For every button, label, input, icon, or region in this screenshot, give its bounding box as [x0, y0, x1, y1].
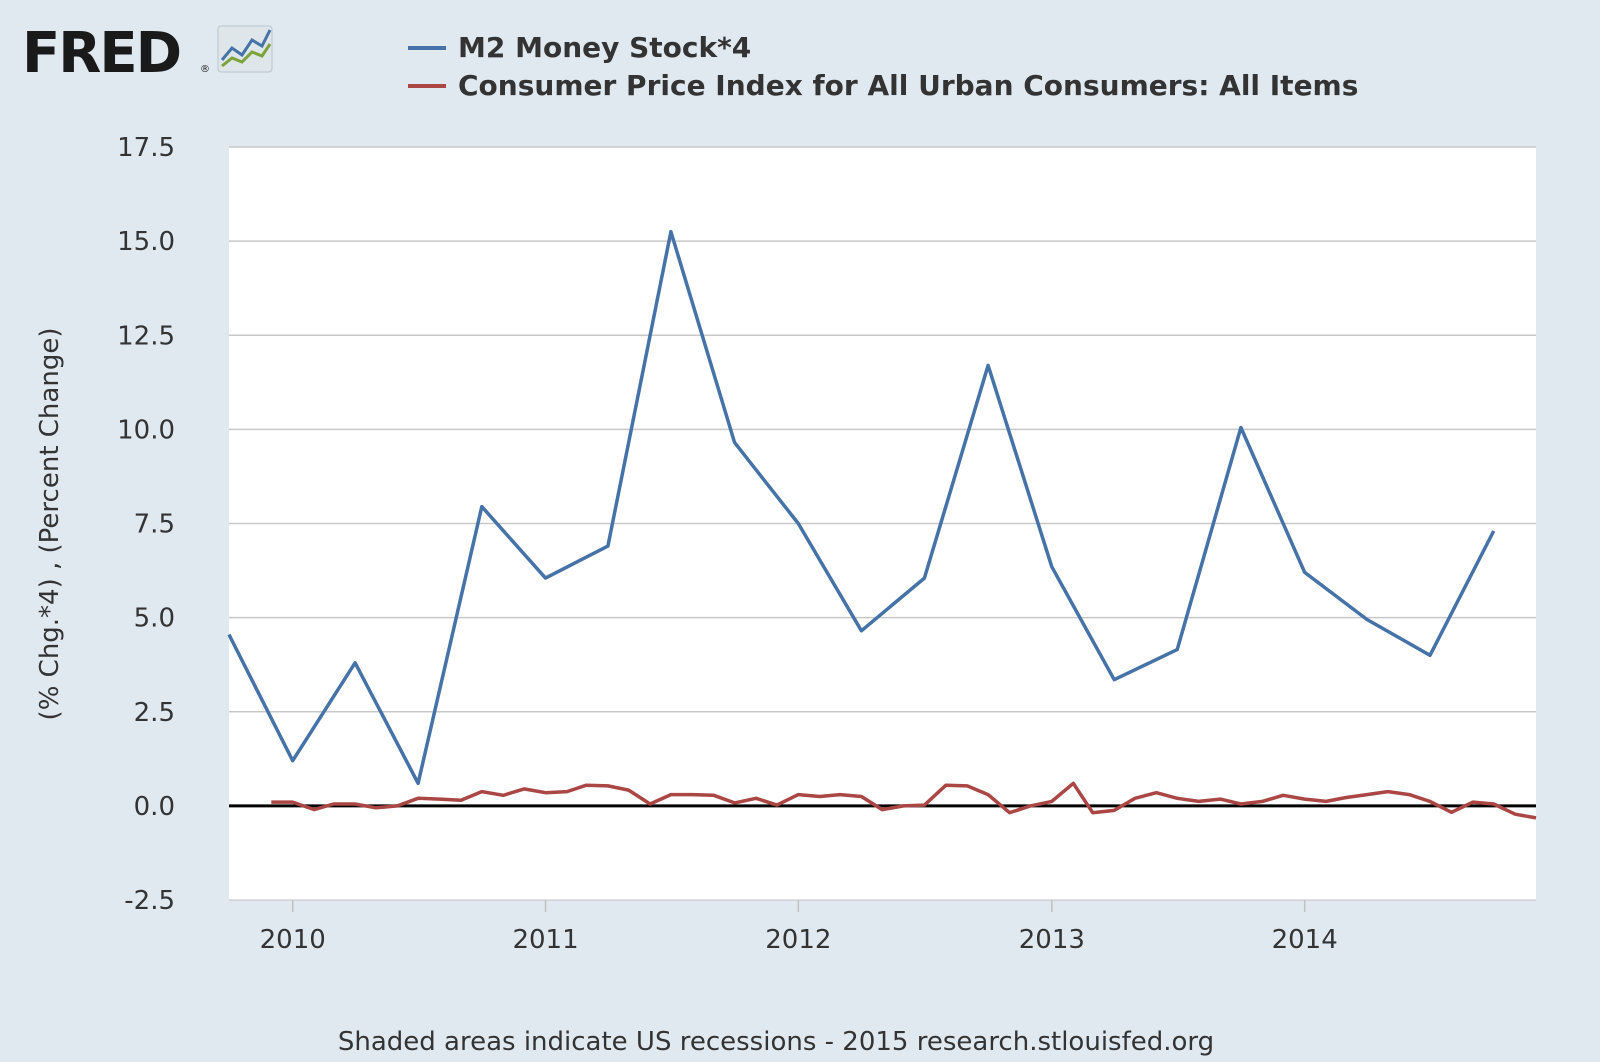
x-axis-ticks: 2010 2011 2012 2013 2014 [260, 900, 1338, 955]
x-tick-label: 2013 [1019, 925, 1085, 955]
x-tick-label: 2014 [1272, 925, 1338, 955]
y-tick-label: 5.0 [134, 604, 175, 634]
series-lines [227, 229, 1537, 820]
series-line-cpi[interactable] [271, 781, 1537, 820]
legend-item-cpi[interactable]: Consumer Price Index for All Urban Consu… [408, 69, 1358, 102]
y-tick-label: 0.0 [134, 792, 175, 822]
series-line-m2[interactable] [227, 229, 1496, 786]
x-tick-label: 2012 [765, 925, 831, 955]
x-tick-label: 2011 [512, 925, 578, 955]
grid-lines [229, 146, 1536, 713]
x-tick-label: 2010 [260, 925, 326, 955]
y-tick-label: 17.5 [117, 133, 175, 163]
fred-logo[interactable]: FRED ® [22, 21, 273, 86]
y-axis-label: (% Chg.*4) , (Percent Change) [35, 328, 65, 721]
y-axis-ticks: 17.5 15.0 12.5 10.0 7.5 5.0 2.5 0.0 -2.5 [117, 133, 175, 916]
legend-item-m2[interactable]: M2 Money Stock*4 [408, 31, 751, 64]
legend-label-m2: M2 Money Stock*4 [458, 31, 751, 64]
y-tick-label: 10.0 [117, 415, 175, 445]
y-tick-label: -2.5 [124, 886, 175, 916]
y-tick-label: 2.5 [134, 698, 175, 728]
y-tick-label: 15.0 [117, 227, 175, 257]
y-tick-label: 7.5 [134, 510, 175, 540]
legend: M2 Money Stock*4 Consumer Price Index fo… [408, 31, 1358, 102]
legend-label-cpi: Consumer Price Index for All Urban Consu… [458, 69, 1358, 102]
y-tick-label: 12.5 [117, 321, 175, 351]
fred-logo-text: FRED [22, 21, 180, 86]
registered-mark: ® [200, 64, 210, 75]
footer-note: Shaded areas indicate US recessions - 20… [338, 1027, 1214, 1057]
trend-chart-icon [217, 25, 273, 73]
